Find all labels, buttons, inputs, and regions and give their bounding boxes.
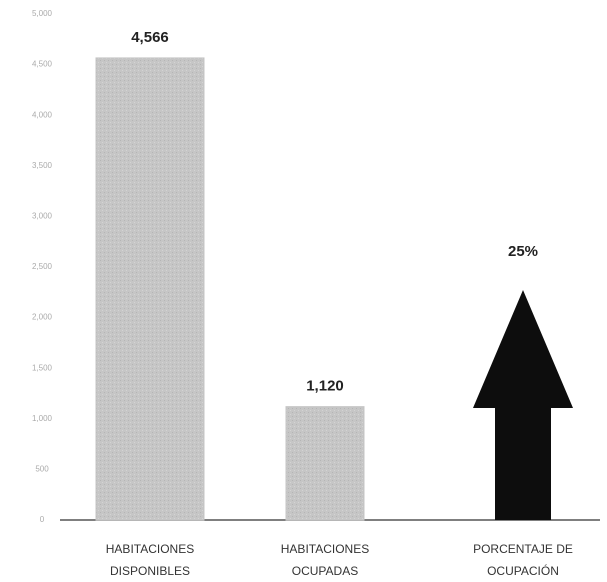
x-tick-label: OCUPADAS [292, 564, 358, 578]
y-tick-label: 4,500 [32, 60, 53, 69]
x-tick-label: HABITACIONES [106, 542, 194, 556]
value-label: 4,566 [131, 29, 169, 46]
y-tick-label: 1,000 [32, 414, 53, 423]
y-tick-label: 2,500 [32, 262, 53, 271]
value-label: 25% [508, 243, 538, 260]
x-tick-label: PORCENTAJE DE [473, 542, 573, 556]
value-label: 1,120 [306, 378, 344, 395]
x-tick-label: DISPONIBLES [110, 564, 190, 578]
y-tick-label: 4,000 [32, 110, 53, 119]
bar [285, 406, 365, 521]
y-tick-label: 3,500 [32, 161, 53, 170]
y-tick-label: 500 [35, 465, 49, 474]
y-tick-label: 1,500 [32, 363, 53, 372]
y-tick-label: 3,000 [32, 212, 53, 221]
y-tick-label: 0 [40, 515, 45, 524]
occupancy-arrow [473, 290, 573, 520]
bar [95, 57, 205, 521]
y-tick-label: 2,000 [32, 313, 53, 322]
x-tick-label: OCUPACIÓN [487, 563, 559, 578]
y-tick-label: 5,000 [32, 9, 53, 18]
x-tick-label: HABITACIONES [281, 542, 369, 556]
